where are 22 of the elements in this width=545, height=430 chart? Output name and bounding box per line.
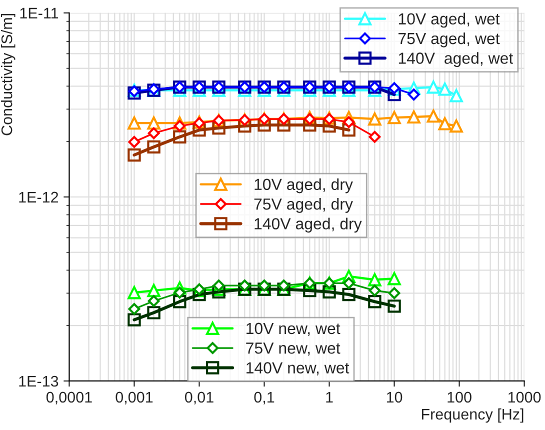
legend-label: 10V aged, wet [398, 12, 500, 28]
y-tick-label: 1E-11 [20, 8, 58, 18]
legend-label: 75V aged, wet [398, 32, 500, 48]
x-tick-label: 100 [448, 392, 472, 403]
x-tick-label: 0,01 [184, 392, 214, 404]
x-axis-title: Frequency [Hz] [422, 408, 524, 423]
legend-label: 10V new, wet [246, 322, 340, 336]
legend-label: 75V aged, dry [254, 198, 353, 213]
legend-label: 140V aged, dry [254, 218, 362, 233]
legend-label: 140V aged, wet [398, 52, 514, 68]
x-tick-label: 1000 [508, 392, 541, 403]
y-tick-label: 1E-12 [19, 192, 58, 202]
x-tick-label: 1 [326, 392, 333, 402]
x-tick-label: 0,0001 [46, 392, 92, 404]
legend-label: 75V new, wet [246, 342, 340, 356]
y-tick-label: 1E-13 [19, 376, 58, 387]
legend-label: 140V new, wet [246, 362, 350, 376]
x-tick-label: 0,001 [116, 392, 153, 404]
x-tick-label: 10 [386, 392, 402, 403]
y-axis-title: Conductivity [S/m] [1, 14, 16, 136]
legend-label: 10V aged, dry [254, 178, 353, 194]
x-tick-label: 0,1 [254, 392, 274, 404]
